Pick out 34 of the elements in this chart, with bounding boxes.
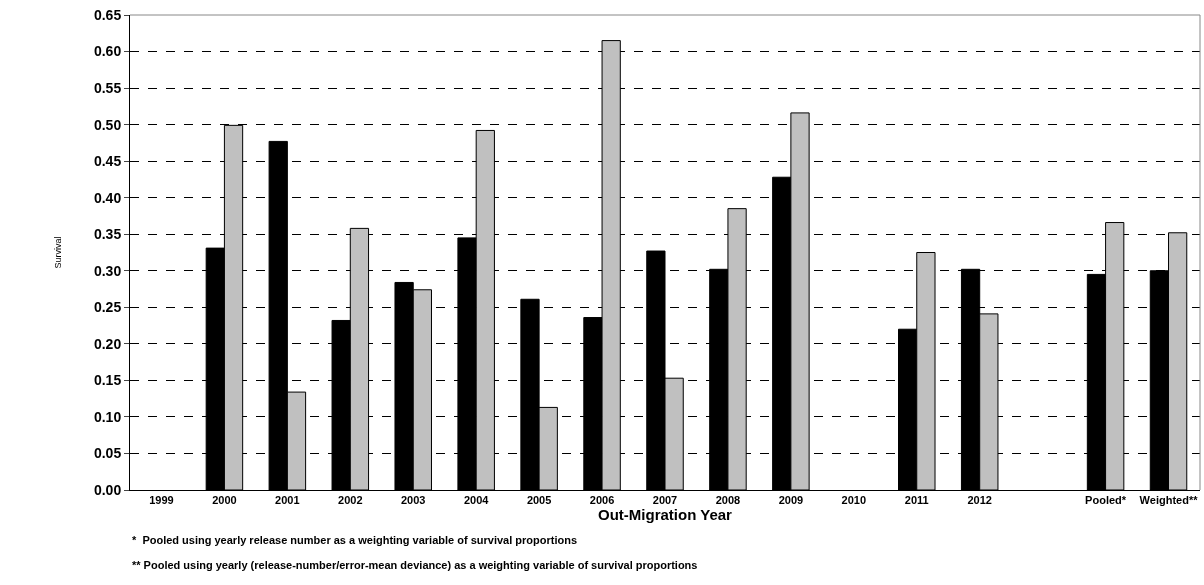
x-tick-label: 1999 <box>149 494 174 507</box>
y-tick-label: 0.20 <box>93 335 122 352</box>
x-tick-label: 2005 <box>526 494 552 507</box>
y-tick-label: 0.60 <box>93 43 122 60</box>
x-tick-label: 2010 <box>841 494 867 507</box>
x-tick-label: 2006 <box>589 494 615 507</box>
x-tick-label: 2008 <box>715 494 741 507</box>
y-tick-label: 0.30 <box>93 262 122 279</box>
x-tick-label: 2001 <box>275 494 300 507</box>
y-tick-label: 0.10 <box>93 408 122 425</box>
y-tick-label: 0.50 <box>93 116 122 133</box>
y-tick-label: 0.65 <box>93 6 122 23</box>
y-tick-label: 0.45 <box>93 153 122 170</box>
x-tick-label: 2009 <box>778 494 804 507</box>
y-axis-title: Survival <box>53 236 64 269</box>
y-tick-label: 0.55 <box>93 79 122 96</box>
x-tick-label: Weighted** <box>1139 494 1199 507</box>
x-tick-label: 2007 <box>652 494 678 507</box>
x-tick-label: 2011 <box>904 494 929 507</box>
x-tick-label: 2002 <box>338 494 363 507</box>
x-tick-label: 2004 <box>463 494 490 507</box>
y-tick-label: 0.00 <box>93 481 122 498</box>
x-tick-label: 2000 <box>212 494 237 507</box>
text: ** Pooled using yearly (release-number/error-mean deviance) as a weighting variable of survival proportions <box>132 559 698 571</box>
y-tick-label: 0.05 <box>93 445 122 462</box>
x-axis-title: Out-Migration Year <box>598 506 733 524</box>
y-tick-label: 0.25 <box>93 299 122 316</box>
y-tick-label: 0.15 <box>93 372 122 389</box>
x-tick-label: 2003 <box>401 494 426 507</box>
text: * Pooled using yearly release number as a weighting variable of survival proportions <box>132 534 578 546</box>
y-tick-label: 0.40 <box>93 189 122 206</box>
y-tick-label: 0.35 <box>93 226 122 243</box>
x-tick-label: Pooled* <box>1085 494 1127 507</box>
x-tick-label: 2012 <box>967 494 992 507</box>
